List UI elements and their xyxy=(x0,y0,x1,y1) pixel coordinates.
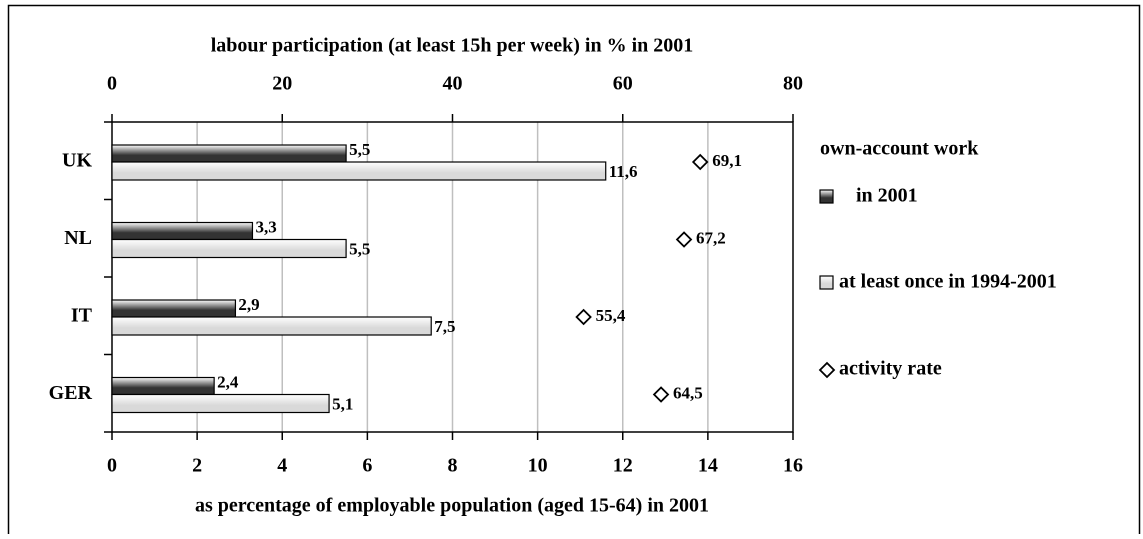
bar xyxy=(111,221,254,241)
x-tick-label: 8 xyxy=(448,455,458,477)
legend-marker xyxy=(818,361,836,379)
x2-tick-label: 20 xyxy=(272,73,292,95)
data-label: 5,1 xyxy=(332,394,353,413)
x-tick-label: 4 xyxy=(277,455,287,477)
x-tick-label: 2 xyxy=(192,455,202,477)
data-label: 64,5 xyxy=(673,383,703,402)
x-axis-label: as percentage of employable population (… xyxy=(195,495,709,517)
x2-tick-label: 80 xyxy=(783,73,803,95)
frame xyxy=(7,4,1141,539)
bar xyxy=(111,161,607,181)
data-label: 7,5 xyxy=(434,317,455,336)
bar xyxy=(111,376,215,396)
data-label: 67,2 xyxy=(696,228,726,247)
x-tick-label: 0 xyxy=(107,455,117,477)
diamond-marker xyxy=(652,386,670,403)
x2-tick-label: 40 xyxy=(443,73,463,95)
data-label: 5,5 xyxy=(349,140,370,159)
y-tick-label: UK xyxy=(62,150,92,172)
data-label: 11,6 xyxy=(609,162,638,181)
bar xyxy=(111,238,347,259)
bar xyxy=(111,144,347,163)
data-label: 69,1 xyxy=(712,151,742,170)
x-tick-label: 16 xyxy=(783,455,803,477)
data-label: 3,3 xyxy=(255,217,276,236)
data-label: 55,4 xyxy=(596,306,626,325)
y-tick-label: GER xyxy=(49,382,93,404)
legend-swatch xyxy=(819,189,834,204)
bar xyxy=(111,393,330,414)
diamond-marker xyxy=(575,308,592,326)
x-tick-label: 10 xyxy=(528,455,548,477)
y-tick-label: IT xyxy=(71,305,93,327)
legend-label: in 2001 xyxy=(856,185,918,207)
bar xyxy=(111,299,237,318)
x2-axis-label: labour participation (at least 15h per w… xyxy=(211,35,694,57)
data-label: 5,5 xyxy=(349,239,370,258)
bar xyxy=(111,316,432,336)
legend-swatch xyxy=(819,275,834,290)
data-label: 2,9 xyxy=(238,295,259,314)
x-tick-label: 6 xyxy=(362,455,372,477)
y-tick-label: NL xyxy=(64,227,92,249)
legend-label: activity rate xyxy=(839,358,942,380)
legend-label: at least once in 1994-2001 xyxy=(839,271,1057,293)
data-label: 2,4 xyxy=(217,372,239,391)
diamond-marker xyxy=(675,231,693,248)
x-tick-label: 14 xyxy=(698,455,718,477)
x2-tick-label: 0 xyxy=(107,73,117,95)
diamond-marker xyxy=(691,153,709,171)
x2-tick-label: 60 xyxy=(613,73,633,95)
legend-title: own-account work xyxy=(820,138,979,160)
x-tick-label: 12 xyxy=(613,455,633,477)
